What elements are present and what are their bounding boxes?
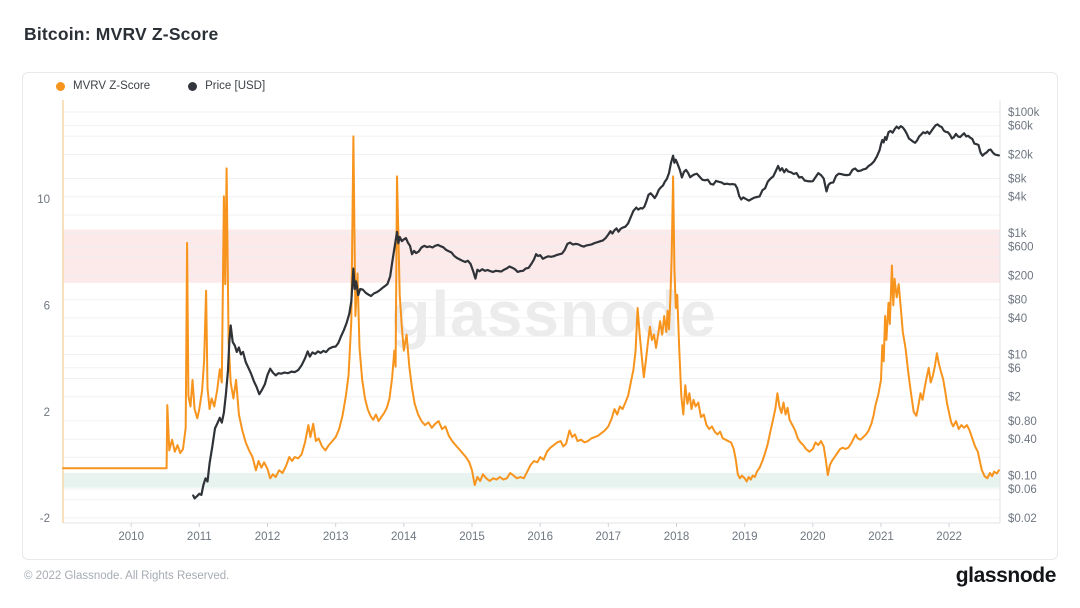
footer-copyright: © 2022 Glassnode. All Rights Reserved. <box>24 570 230 582</box>
page-title: Bitcoin: MVRV Z-Score <box>24 24 219 44</box>
legend-label: Price [USD] <box>205 80 266 92</box>
legend-item-price-usd[interactable]: Price [USD] <box>188 80 265 92</box>
chart-legend: MVRV Z-Score Price [USD] <box>56 80 265 92</box>
legend-label: MVRV Z-Score <box>73 80 151 92</box>
legend-item-mvrv-zscore[interactable]: MVRV Z-Score <box>56 80 150 92</box>
price-series-dot-icon <box>188 81 198 91</box>
mvrv-series-dot-icon <box>56 81 65 91</box>
glassnode-wordmark: glassnode <box>955 564 1057 587</box>
chart-card <box>22 72 1058 560</box>
